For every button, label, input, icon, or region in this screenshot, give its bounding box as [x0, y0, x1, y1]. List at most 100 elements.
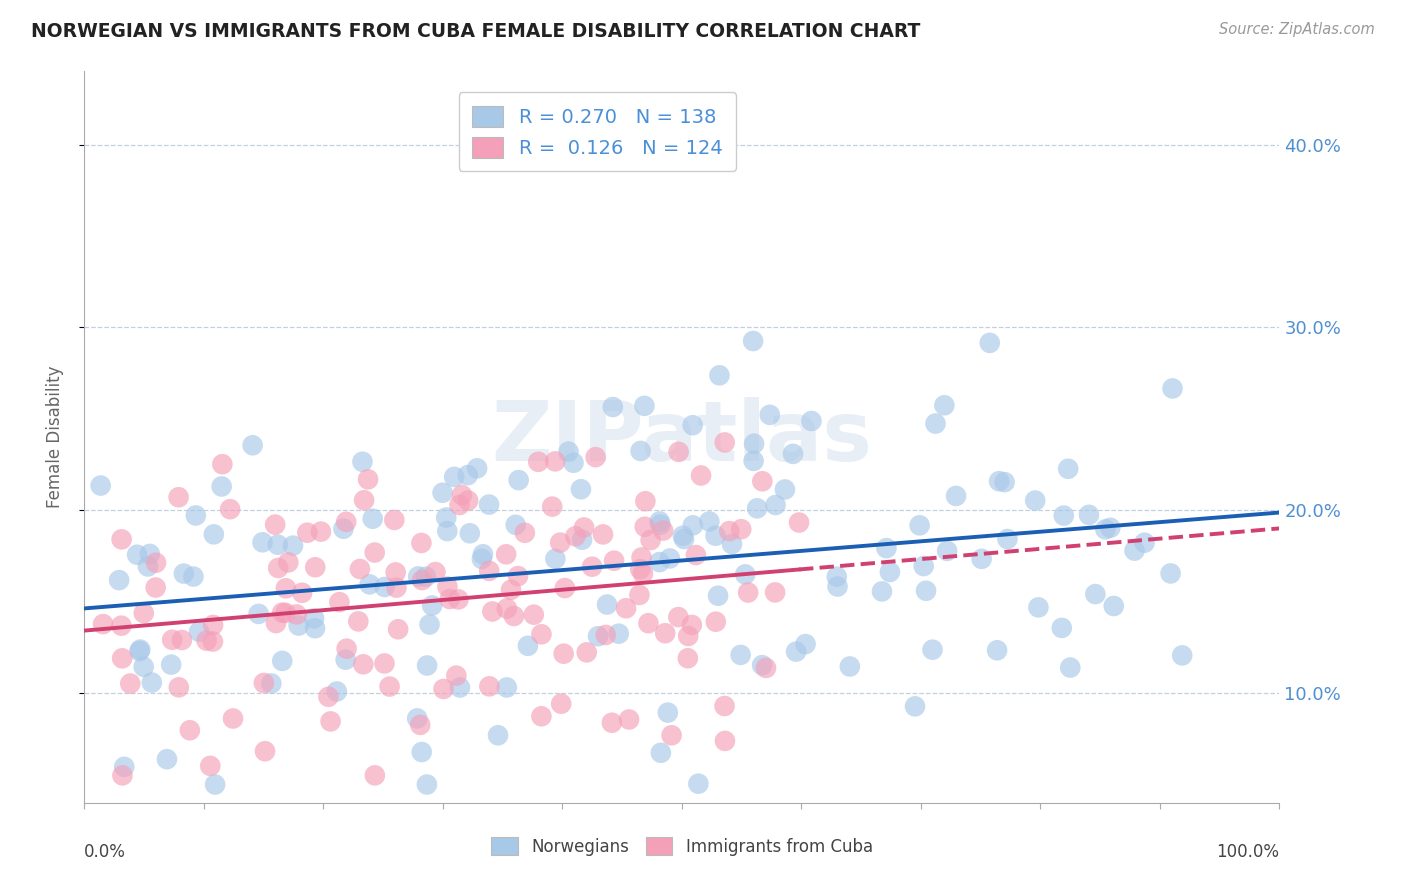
Point [136, 559, 159, 574]
Point [600, 715, 623, 730]
Point [751, 475, 773, 489]
Point [111, 768, 134, 782]
Point [471, 552, 494, 566]
Point [707, 589, 730, 603]
Point [211, 457, 233, 471]
Point [425, 565, 447, 579]
Point [416, 778, 439, 792]
Point [204, 778, 226, 792]
Point [457, 493, 479, 508]
Point [870, 584, 893, 599]
Point [108, 573, 131, 587]
Point [668, 445, 690, 459]
Point [110, 618, 132, 632]
Point [1160, 566, 1182, 581]
Point [139, 547, 162, 561]
Point [219, 502, 242, 516]
Point [499, 582, 522, 597]
Point [557, 444, 579, 458]
Point [640, 533, 662, 547]
Point [908, 518, 931, 533]
Point [271, 606, 294, 620]
Point [945, 489, 967, 503]
Point [553, 647, 575, 661]
Point [737, 585, 759, 599]
Point [924, 417, 946, 431]
Point [211, 479, 233, 493]
Point [183, 569, 205, 583]
Point [141, 675, 163, 690]
Point [682, 518, 704, 533]
Point [411, 573, 433, 587]
Point [132, 660, 155, 674]
Point [1161, 381, 1184, 395]
Point [385, 581, 408, 595]
Point [658, 551, 681, 566]
Point [418, 617, 440, 632]
Point [436, 524, 458, 538]
Point [763, 585, 786, 599]
Point [564, 529, 586, 543]
Point [252, 535, 274, 549]
Point [575, 645, 598, 659]
Point [1024, 493, 1046, 508]
Point [478, 679, 501, 693]
Point [690, 468, 713, 483]
Point [364, 768, 387, 782]
Text: NORWEGIAN VS IMMIGRANTS FROM CUBA FEMALE DISABILITY CORRELATION CHART: NORWEGIAN VS IMMIGRANTS FROM CUBA FEMALE… [31, 22, 921, 41]
Point [1084, 587, 1107, 601]
Point [495, 601, 517, 615]
Point [503, 609, 526, 624]
Point [349, 562, 371, 576]
Point [603, 554, 626, 568]
Point [1028, 600, 1050, 615]
Point [416, 658, 439, 673]
Point [572, 520, 595, 534]
Point [260, 676, 283, 690]
Point [352, 455, 374, 469]
Point [614, 601, 637, 615]
Point [602, 400, 624, 414]
Point [277, 555, 299, 569]
Point [387, 622, 409, 636]
Point [773, 483, 796, 497]
Point [1123, 543, 1146, 558]
Point [530, 627, 553, 641]
Point [465, 461, 488, 475]
Point [411, 536, 433, 550]
Point [353, 493, 375, 508]
Point [634, 519, 657, 533]
Point [160, 657, 183, 672]
Point [478, 498, 501, 512]
Point [879, 565, 901, 579]
Point [111, 651, 134, 665]
Point [1094, 522, 1116, 536]
Point [436, 580, 458, 594]
Point [657, 706, 679, 720]
Point [451, 488, 474, 502]
Text: ZIPatlas: ZIPatlas [492, 397, 872, 477]
Point [527, 455, 550, 469]
Point [495, 547, 517, 561]
Point [699, 515, 721, 529]
Point [406, 569, 429, 583]
Point [934, 398, 956, 412]
Text: Source: ZipAtlas.com: Source: ZipAtlas.com [1219, 22, 1375, 37]
Point [179, 723, 201, 738]
Point [755, 661, 778, 675]
Point [794, 637, 817, 651]
Point [685, 548, 707, 562]
Point [875, 541, 897, 556]
Point [676, 651, 699, 665]
Point [988, 474, 1011, 488]
Point [112, 760, 135, 774]
Point [222, 711, 245, 725]
Point [432, 681, 454, 696]
Point [630, 550, 652, 565]
Point [264, 517, 287, 532]
Point [328, 595, 350, 609]
Point [986, 643, 1008, 657]
Point [1053, 508, 1076, 523]
Point [167, 681, 190, 695]
Point [742, 454, 765, 468]
